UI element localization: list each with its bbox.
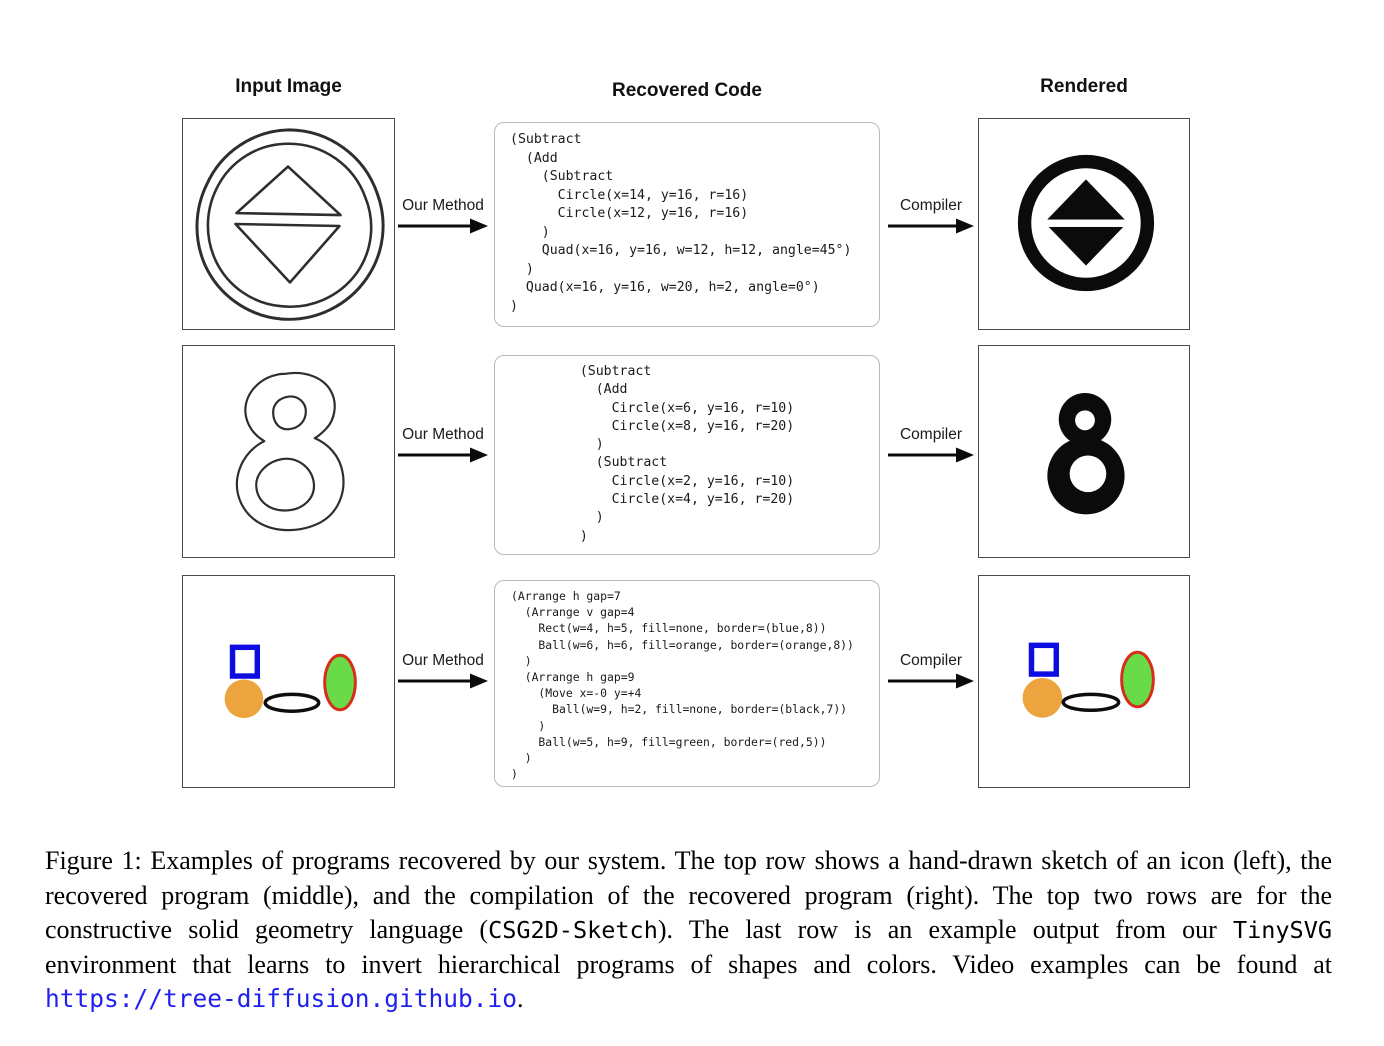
code-box-row3: (Arrange h gap=7 (Arrange v gap=4 Rect(w… <box>494 580 880 787</box>
right-arrow-icon <box>888 673 974 689</box>
tinysvg-shapes-scene-rendered <box>1022 642 1155 718</box>
right-arrow-icon <box>398 447 488 463</box>
rendered-panel-row2 <box>978 345 1190 558</box>
eight-top-hole <box>1075 410 1095 431</box>
blue-square <box>1028 642 1059 677</box>
compiler-arrow-row1: Compiler <box>888 197 974 234</box>
black-ellipse <box>1061 692 1121 712</box>
code-box-row1: (Subtract (Add (Subtract Circle(x=14, y=… <box>494 122 880 327</box>
orange-ball <box>1022 678 1063 718</box>
recovered-code-row3: (Arrange h gap=7 (Arrange v gap=4 Rect(w… <box>511 589 854 782</box>
column-header-input-image: Input Image <box>235 76 342 97</box>
caption-text-4: . <box>517 984 524 1014</box>
outer-circle-sketch <box>195 128 385 321</box>
solid-digit-8 <box>1047 393 1125 515</box>
eight-top-hole <box>272 395 307 431</box>
column-header-rendered: Rendered <box>1040 76 1128 97</box>
caption-code-csg2d-sketch: CSG2D-Sketch <box>488 916 658 945</box>
white-band <box>1040 219 1132 227</box>
right-arrow-icon <box>398 218 488 234</box>
compiler-arrow-row2: Compiler <box>888 426 974 463</box>
compiler-arrow-row3: Compiler <box>888 652 974 689</box>
eight-bottom-hole <box>255 457 315 512</box>
our-method-arrow-row1: Our Method <box>397 197 489 234</box>
input-image-panel-row3 <box>182 575 395 788</box>
green-ball <box>1120 650 1155 709</box>
arrow-label-compiler: Compiler <box>899 197 962 214</box>
caption-text-2: ). The last row is an example output fro… <box>657 915 1233 945</box>
up-triangle-sketch <box>235 165 342 217</box>
our-method-arrow-row3: Our Method <box>397 652 489 689</box>
inner-circle-sketch <box>206 142 373 309</box>
hand-drawn-digit-8 <box>235 371 345 532</box>
down-triangle-sketch <box>234 222 341 284</box>
our-method-arrow-row2: Our Method <box>397 426 489 463</box>
blue-square <box>229 644 261 679</box>
orange-ball <box>224 679 264 719</box>
arrow-label-our-method: Our Method <box>402 652 484 669</box>
input-image-panel-row1 <box>182 118 395 330</box>
black-ellipse <box>263 692 321 713</box>
code-box-row2: (Subtract (Add Circle(x=6, y=16, r=10) C… <box>494 355 880 555</box>
column-header-recovered-code: Recovered Code <box>612 80 762 101</box>
right-arrow-icon <box>398 673 488 689</box>
caption-code-tinysvg: TinySVG <box>1232 916 1332 945</box>
right-arrow-icon <box>888 447 974 463</box>
rendered-panel-row3 <box>978 575 1190 788</box>
input-image-panel-row2 <box>182 345 395 558</box>
caption-text-3: environment that learns to invert hierar… <box>45 949 1332 979</box>
eight-outline <box>235 371 345 532</box>
arrow-label-our-method: Our Method <box>402 426 484 443</box>
figure-caption: Figure 1: Examples of programs recovered… <box>45 844 1332 1017</box>
eight-bottom-hole <box>1069 455 1107 493</box>
recovered-code-row1: (Subtract (Add (Subtract Circle(x=14, y=… <box>510 132 852 314</box>
ring <box>1017 154 1155 292</box>
eject-icon <box>1017 154 1155 292</box>
tree-diffusion-link[interactable]: https://tree-diffusion.github.io <box>45 984 518 1014</box>
recovered-code-row2: (Subtract (Add Circle(x=6, y=16, r=10) C… <box>579 364 795 544</box>
caption-text-1: Figure 1: Examples of programs recovered… <box>45 846 1332 945</box>
rendered-panel-row1 <box>978 118 1190 330</box>
tinysvg-shapes-scene <box>224 644 357 719</box>
green-ball <box>323 653 357 712</box>
right-arrow-icon <box>888 218 974 234</box>
arrow-label-our-method: Our Method <box>402 197 484 214</box>
arrow-label-compiler: Compiler <box>899 652 962 669</box>
arrow-label-compiler: Compiler <box>899 426 962 443</box>
hand-drawn-eject-icon <box>195 128 385 321</box>
